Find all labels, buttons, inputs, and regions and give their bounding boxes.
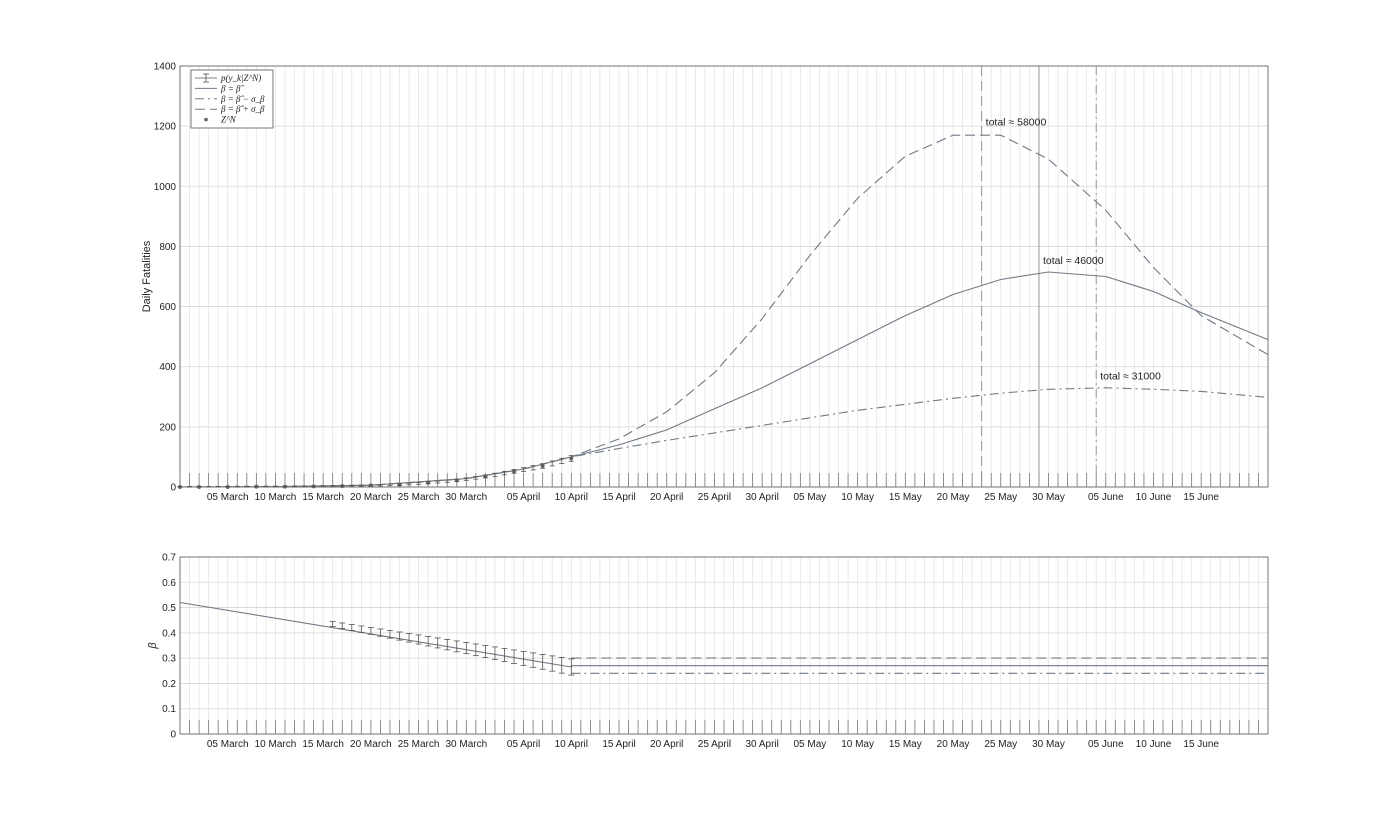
y-tick-label: 0.2 (162, 679, 176, 690)
x-tick-label: 30 March (445, 739, 487, 750)
x-tick-label: 30 May (1032, 739, 1065, 750)
legend-label: p(y_k|Z^N) (220, 73, 261, 83)
x-tick-label: 10 June (1136, 739, 1172, 750)
series-line-dashdot (179, 387, 1269, 488)
x-tick-label: 15 June (1183, 739, 1219, 750)
x-tick-label: 15 May (889, 492, 922, 503)
legend-swatch (204, 117, 208, 122)
legend-label: β = β̂ + σ_β (220, 104, 265, 114)
x-tick-label: 05 May (793, 739, 826, 750)
y-tick-label: 0.6 (162, 578, 176, 589)
y-tick-label: 0.7 (162, 553, 176, 564)
beta-plot: 0 0.1 0.2 0.3 0.4 0.5 0.6 0.7 05 March 10 March 15… (147, 553, 1269, 750)
total-annotation: total ≈ 46000 (1043, 255, 1104, 267)
x-tick-label: 15 June (1183, 492, 1219, 503)
x-tick-label: 25 April (698, 492, 731, 503)
y-tick-label: 400 (159, 362, 176, 373)
grid (179, 65, 1269, 488)
x-tick-label: 30 April (745, 492, 778, 503)
y-axis-label: Daily Fatalities (141, 240, 153, 312)
y-tick-label: 0 (170, 730, 176, 741)
x-tick-label: 15 May (889, 739, 922, 750)
x-tick-label: 05 March (207, 739, 249, 750)
y-tick-label: 0.5 (162, 603, 176, 614)
y-tick-label: 1000 (154, 182, 177, 193)
x-tick-label: 05 June (1088, 739, 1124, 750)
x-tick-label: 20 March (350, 492, 392, 503)
x-tick-label: 05 April (507, 492, 540, 503)
y-tick-label: 200 (159, 422, 176, 433)
x-tick-label: 10 April (555, 739, 588, 750)
x-tick-label: 20 March (350, 739, 392, 750)
x-tick-label: 05 June (1088, 492, 1124, 503)
x-tick-label: 10 May (841, 739, 874, 750)
x-tick-label: 25 May (984, 492, 1017, 503)
x-tick-label: 30 May (1032, 492, 1065, 503)
beta-error-bars (329, 621, 575, 676)
x-tick-label: 25 March (398, 492, 440, 503)
x-tick-label: 05 May (793, 492, 826, 503)
x-tick-label: 10 June (1136, 492, 1172, 503)
x-tick-label: 10 May (841, 492, 874, 503)
y-tick-label: 800 (159, 242, 176, 253)
x-tick-label: 05 April (507, 739, 540, 750)
x-tick-label: 15 April (602, 739, 635, 750)
y-tick-label: 600 (159, 302, 176, 313)
grid (179, 556, 1269, 735)
x-tick-label: 20 May (937, 492, 970, 503)
x-tick-label: 25 March (398, 739, 440, 750)
x-tick-label: 15 March (302, 739, 344, 750)
x-tick-label: 05 March (207, 492, 249, 503)
x-tick-label: 20 April (650, 492, 683, 503)
legend-label: β = β̂ − σ_β (220, 94, 265, 104)
series-line-dashed (179, 134, 1269, 488)
legend-box (190, 69, 274, 129)
legend: p(y_k|Z^N)β = β̂β = β̂ − σ_ββ = β̂ + σ_β… (190, 69, 274, 129)
y-tick-label: 0.3 (162, 654, 176, 665)
legend-label: β = β̂ (220, 83, 245, 93)
x-tick-label: 15 April (602, 492, 635, 503)
x-tick-label: 15 March (302, 492, 344, 503)
x-tick-label: 25 May (984, 739, 1017, 750)
y-tick-label: 0 (170, 483, 176, 494)
x-tick-label: 10 April (555, 492, 588, 503)
legend-label: Z^N (221, 115, 237, 125)
y-tick-label: 1200 (154, 122, 177, 133)
x-tick-label: 20 April (650, 739, 683, 750)
x-tick-label: 10 March (255, 492, 297, 503)
x-tick-label: 20 May (937, 739, 970, 750)
y-tick-label: 1400 (154, 62, 177, 73)
y-tick-label: 0.1 (162, 704, 176, 715)
total-annotation: total ≈ 58000 (986, 117, 1047, 129)
total-annotation: total ≈ 31000 (1100, 371, 1161, 383)
daily-fatalities-plot: 0 200 400 600 800 1000 1200 1400 05 March 10 Marc… (141, 62, 1269, 503)
x-tick-label: 25 April (698, 739, 731, 750)
x-tick-label: 30 March (445, 492, 487, 503)
x-tick-label: 10 March (255, 739, 297, 750)
y-tick-label: 0.4 (162, 628, 176, 639)
y-axis-label: β (147, 642, 159, 650)
error-bars (177, 455, 574, 488)
x-tick-label: 30 April (745, 739, 778, 750)
